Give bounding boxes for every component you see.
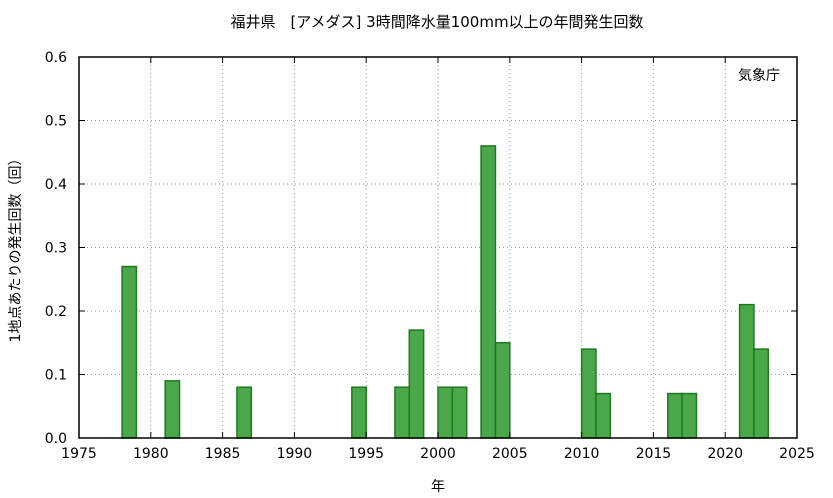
y-tick-labels: 0.0 0.1 0.2 0.3 0.4 0.5 0.6: [45, 50, 67, 447]
bar: [667, 392, 683, 439]
bar: [595, 392, 612, 439]
x-tick-label: 1980: [133, 446, 169, 462]
bar: [580, 348, 597, 439]
x-tick-label: 1995: [348, 446, 384, 462]
y-tick-label: 0.0: [45, 431, 67, 447]
x-tick-labels: 1975 1980 1985 1990 1995 2000 2005 2010 2015 2020…: [61, 446, 815, 462]
bar: [753, 348, 770, 439]
bar: [494, 342, 511, 439]
y-tick-label: 0.5: [45, 114, 67, 130]
bar: [121, 265, 138, 439]
y-axis-label: 1地点あたりの発生回数（回）: [8, 152, 24, 343]
plot-frame: [78, 56, 798, 439]
y-tick-label: 0.2: [45, 304, 67, 320]
bar: [236, 386, 253, 439]
x-tick-label: 2025: [779, 446, 815, 462]
x-tick-label: 2020: [707, 446, 743, 462]
bar: [451, 386, 468, 439]
x-tick-label: 2000: [420, 446, 456, 462]
bar: [351, 386, 367, 439]
bar: [480, 145, 497, 439]
x-tick-label: 2005: [492, 446, 528, 462]
x-tick-label: 1985: [205, 446, 241, 462]
bar: [437, 386, 454, 439]
bar: [394, 386, 411, 439]
x-tick-label: 1990: [277, 446, 313, 462]
y-tick-label: 0.1: [45, 368, 67, 384]
x-axis-label: 年: [431, 479, 445, 495]
bar: [738, 303, 755, 439]
x-tick-label: 2015: [636, 446, 672, 462]
y-tick-label: 0.3: [45, 241, 67, 257]
bars: [121, 145, 770, 439]
x-tick-label: 1975: [61, 446, 97, 462]
bar: [681, 392, 698, 439]
tick-marks: [78, 56, 798, 439]
x-tick-label: 2010: [564, 446, 600, 462]
grid-lines: [79, 57, 797, 438]
y-tick-label: 0.6: [45, 50, 67, 66]
source-note: 気象庁: [738, 68, 780, 84]
y-tick-label: 0.4: [45, 177, 67, 193]
bar: [408, 329, 425, 439]
chart-title: 福井県 [アメダス] 3時間降水量100mm以上の年間発生回数: [230, 13, 643, 31]
bar: [164, 380, 181, 439]
